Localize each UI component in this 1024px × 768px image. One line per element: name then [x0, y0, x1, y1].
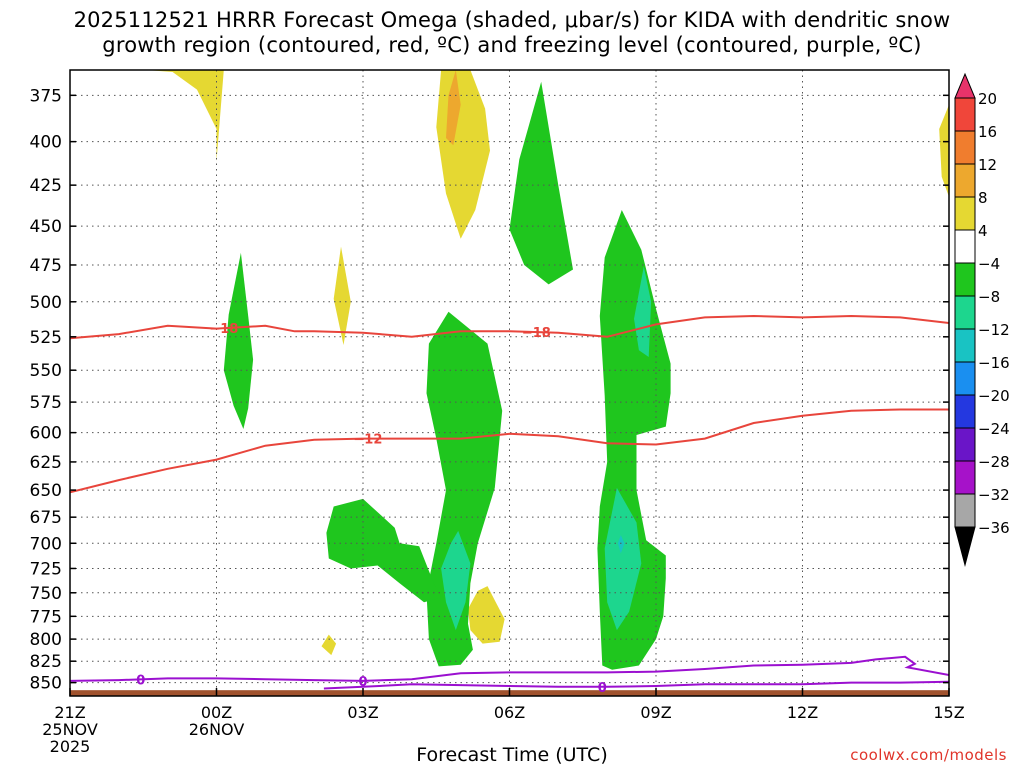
colorbar-bottom-arrow: [954, 526, 976, 567]
colorbar-label: −12: [978, 321, 1010, 339]
y-tick-label: 800: [30, 630, 62, 650]
colorbar-box: [954, 196, 976, 231]
colorbar-box: [954, 493, 976, 528]
x-axis-label: Forecast Time (UTC): [416, 744, 608, 766]
freezing-contour-1: [323, 680, 949, 690]
x-tick-label: 06Z: [494, 703, 525, 722]
colorbar-label: −24: [978, 420, 1010, 438]
omega-region-y4: [939, 104, 949, 197]
colorbar-label: 16: [978, 123, 997, 141]
colorbar-label: 8: [978, 189, 988, 207]
x-tick-label: 26NOV: [189, 720, 245, 739]
colorbar-label: −4: [978, 255, 1000, 273]
colorbar-label: 4: [978, 222, 988, 240]
x-tick-label: 00Z: [201, 703, 232, 722]
y-tick-label: 600: [30, 424, 62, 444]
colorbar-box: [954, 460, 976, 495]
omega-region-c2: [604, 487, 642, 631]
colorbar-top-arrow: [954, 72, 976, 99]
colorbar-box: [954, 427, 976, 462]
temperature-contour-1: [70, 408, 949, 494]
y-tick-label: 850: [30, 674, 62, 694]
x-tick-label: 25NOV: [42, 720, 98, 739]
colorbar-label: 12: [978, 156, 997, 174]
y-tick-label: 775: [30, 607, 62, 627]
y-tick-label: 550: [30, 361, 62, 381]
omega-region-g1: [223, 252, 254, 429]
y-tick-label: 450: [30, 217, 62, 237]
title-line-1: 2025112521 HRRR Forecast Omega (shaded, …: [73, 8, 951, 32]
y-tick-label: 475: [30, 256, 62, 276]
colorbar-box: [954, 394, 976, 429]
omega-region-o1: [446, 70, 461, 146]
colorbar-box: [954, 328, 976, 363]
colorbar-box: [954, 97, 976, 132]
y-tick-label: 700: [30, 534, 62, 554]
colorbar-box: [954, 229, 976, 264]
omega-region-y3: [333, 246, 351, 345]
y-tick-label: 725: [30, 559, 62, 579]
colorbar-label: −28: [978, 453, 1010, 471]
colorbar-label: −20: [978, 387, 1010, 405]
colorbar-label: −36: [978, 519, 1010, 537]
colorbar-box: [954, 361, 976, 396]
chart-title: 2025112521 HRRR Forecast Omega (shaded, …: [0, 8, 1024, 58]
y-tick-label: 625: [30, 453, 62, 473]
x-tick-label: 21Z: [54, 703, 85, 722]
x-tick-label: 09Z: [640, 703, 671, 722]
temperature-contour-0-label: −18: [209, 322, 238, 337]
contour-lines: −18 −18 −12 0 0 0: [70, 314, 949, 696]
colorbar-box: [954, 130, 976, 165]
omega-region-g2: [509, 81, 573, 285]
omega-region-y1: [145, 70, 224, 162]
freezing-contour-0: [70, 655, 949, 682]
temperature-contour-0: [70, 314, 949, 340]
freezing-contour-1-label: 0: [598, 681, 607, 696]
credit-text[interactable]: coolwx.com/models: [850, 746, 1007, 764]
y-tick-label: 650: [30, 481, 62, 501]
y-tick-label: 825: [30, 652, 62, 672]
colorbar-box: [954, 295, 976, 330]
omega-region-y6: [321, 634, 337, 656]
y-tick-label: 525: [30, 328, 62, 348]
colorbar-label: −16: [978, 354, 1010, 372]
colorbar-label: −32: [978, 486, 1010, 504]
colorbar: 20 16 12 8 4 −4 −8 −12 −16 −20 −24 −28 −32 −36: [954, 72, 1010, 567]
y-tick-label: 500: [30, 293, 62, 313]
x-tick-label: 2025: [50, 737, 91, 756]
omega-region-c3: [634, 266, 652, 357]
x-tick-label: 12Z: [787, 703, 818, 722]
y-tick-label: 575: [30, 393, 62, 413]
x-tick-label: 03Z: [347, 703, 378, 722]
omega-region-y5: [468, 586, 505, 644]
colorbar-label: 20: [978, 90, 997, 108]
colorbar-box: [954, 262, 976, 297]
omega-region-b1: [617, 535, 625, 554]
y-tick-label: 400: [30, 133, 62, 153]
title-line-2: growth region (contoured, red, ºC) and f…: [102, 33, 922, 57]
grid-lines: [70, 70, 949, 696]
colorbar-box: [954, 163, 976, 198]
omega-region-g4: [326, 498, 442, 603]
y-tick-label: 675: [30, 508, 62, 528]
colorbar-label: −8: [978, 288, 1000, 306]
y-tick-label: 750: [30, 584, 62, 604]
y-axis: 375 400 425 450 475 500 525 550 575 600 625 650 675 7…: [30, 86, 949, 694]
freezing-contour-0-label: 0: [136, 673, 145, 688]
y-tick-label: 375: [30, 86, 62, 106]
temperature-contour-0-label: −18: [522, 326, 551, 341]
x-tick-label: 15Z: [933, 703, 964, 722]
freezing-contour-0-label: 0: [358, 675, 367, 690]
y-tick-label: 425: [30, 176, 62, 196]
omega-region-c1: [441, 530, 471, 631]
temperature-contour-1-label: −12: [353, 433, 382, 448]
